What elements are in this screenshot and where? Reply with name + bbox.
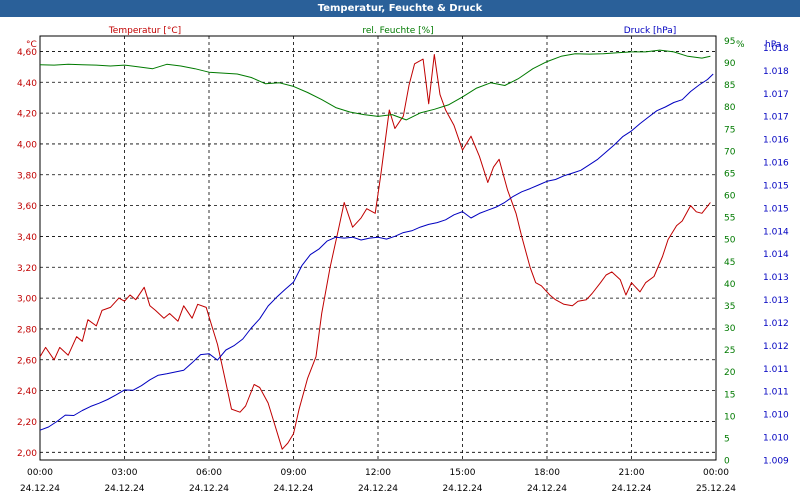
- humidity-axis-tick-label: 5: [724, 434, 730, 444]
- left-axis-tick-label: 2,60: [17, 356, 37, 366]
- humidity-series-line: [39, 49, 711, 121]
- humidity-axis-tick-label: 10: [724, 412, 736, 422]
- humidity-axis-tick-label: 45: [724, 258, 735, 268]
- pressure-axis-tick-label: 1.016: [763, 136, 789, 146]
- humidity-axis-tick-label: 25: [724, 346, 735, 356]
- x-axis-date-label: 24.12.24: [527, 484, 567, 494]
- pressure-axis-tick-label: 1.010: [763, 411, 789, 421]
- x-axis-date-label: 24.12.24: [358, 484, 398, 494]
- left-axis-unit-label: °C: [26, 40, 37, 50]
- pressure-axis-tick-label: 1.011: [763, 388, 789, 398]
- humidity-axis-tick-label: 0: [724, 457, 730, 467]
- left-axis-tick-label: 4,40: [17, 79, 37, 89]
- left-axis-tick-label: 2,00: [17, 449, 37, 459]
- pressure-axis-tick-label: 1.017: [763, 113, 789, 123]
- pressure-axis-tick-label: 1.012: [763, 342, 789, 352]
- pressure-axis-tick-label: 1.013: [763, 273, 789, 283]
- pressure-axis-tick-label: 1.016: [763, 159, 789, 169]
- x-axis-date-label: 24.12.24: [104, 484, 144, 494]
- pressure-axis-tick-label: 1.013: [763, 296, 789, 306]
- humidity-axis-tick-label: 80: [724, 103, 736, 113]
- x-axis-time-label: 06:00: [196, 468, 222, 478]
- pressure-axis-unit-label: hPa: [765, 40, 781, 50]
- humidity-axis-tick-label: 70: [724, 147, 736, 157]
- pressure-axis-tick-label: 1.017: [763, 90, 789, 100]
- pressure-axis-tick-label: 1.009: [763, 457, 789, 467]
- pressure-axis-tick-label: 1.012: [763, 319, 789, 329]
- pressure-series-line: [39, 73, 714, 431]
- temperature-series-line: [39, 54, 711, 450]
- left-axis-tick-label: 2,40: [17, 387, 37, 397]
- x-axis-time-label: 00:00: [703, 468, 729, 478]
- humidity-axis-tick-label: 50: [724, 236, 736, 246]
- humidity-axis-tick-label: 55: [724, 214, 735, 224]
- left-axis-tick-label: 2,80: [17, 325, 37, 335]
- x-axis-time-label: 09:00: [281, 468, 307, 478]
- x-axis-date-label: 24.12.24: [442, 484, 482, 494]
- pressure-axis-tick-label: 1.014: [763, 250, 789, 260]
- humidity-axis-tick-label: 95: [724, 37, 735, 47]
- humidity-axis-tick-label: 40: [724, 280, 736, 290]
- humidity-axis-tick-label: 60: [724, 192, 736, 202]
- pressure-axis-tick-label: 1.014: [763, 227, 789, 237]
- x-axis-date-label: 24.12.24: [611, 484, 651, 494]
- x-axis-date-label: 25.12.24: [696, 484, 736, 494]
- humidity-axis-tick-label: 85: [724, 81, 735, 91]
- pressure-axis-tick-label: 1.018: [763, 67, 789, 77]
- left-axis-tick-label: 4,60: [17, 48, 37, 58]
- humidity-axis-tick-label: 90: [724, 59, 736, 69]
- pressure-axis-tick-label: 1.015: [763, 204, 789, 214]
- humidity-axis-tick-label: 35: [724, 302, 735, 312]
- x-axis-time-label: 00:00: [27, 468, 53, 478]
- humidity-axis-unit-label: %: [736, 40, 745, 50]
- pressure-axis-tick-label: 1.010: [763, 434, 789, 444]
- left-axis-tick-label: 3,20: [17, 264, 37, 274]
- x-axis-date-label: 24.12.24: [273, 484, 313, 494]
- left-axis-tick-label: 3,80: [17, 171, 37, 181]
- x-axis-time-label: 12:00: [365, 468, 391, 478]
- left-axis-tick-label: 3,60: [17, 202, 37, 212]
- x-axis-time-label: 03:00: [112, 468, 138, 478]
- x-axis-time-label: 21:00: [619, 468, 645, 478]
- x-axis-time-label: 18:00: [534, 468, 560, 478]
- humidity-axis-tick-label: 75: [724, 125, 735, 135]
- x-axis-date-label: 24.12.24: [20, 484, 60, 494]
- left-axis-tick-label: 2,20: [17, 418, 37, 428]
- humidity-axis-tick-label: 15: [724, 390, 735, 400]
- x-axis-date-label: 24.12.24: [189, 484, 229, 494]
- pressure-axis-tick-label: 1.018: [763, 44, 789, 54]
- humidity-axis-tick-label: 30: [724, 324, 736, 334]
- left-axis-tick-label: 3,00: [17, 295, 37, 305]
- chart-title: Temperatur, Feuchte & Druck: [0, 0, 800, 17]
- humidity-axis-tick-label: 65: [724, 169, 735, 179]
- pressure-axis-tick-label: 1.015: [763, 181, 789, 191]
- left-axis-tick-label: 3,40: [17, 233, 37, 243]
- left-axis-tick-label: 4,20: [17, 110, 37, 120]
- legend-temperature: Temperatur [°C]: [108, 26, 181, 36]
- pressure-axis-tick-label: 1.011: [763, 365, 789, 375]
- left-axis-tick-label: 4,00: [17, 140, 37, 150]
- legend-pressure: Druck [hPa]: [624, 26, 677, 36]
- humidity-axis-tick-label: 20: [724, 368, 736, 378]
- x-axis-time-label: 15:00: [450, 468, 476, 478]
- legend-humidity: rel. Feuchte [%]: [362, 26, 433, 36]
